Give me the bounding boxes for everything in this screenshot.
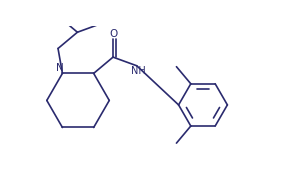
Text: N: N <box>56 63 64 73</box>
Text: NH: NH <box>131 66 146 76</box>
Text: O: O <box>109 29 117 39</box>
